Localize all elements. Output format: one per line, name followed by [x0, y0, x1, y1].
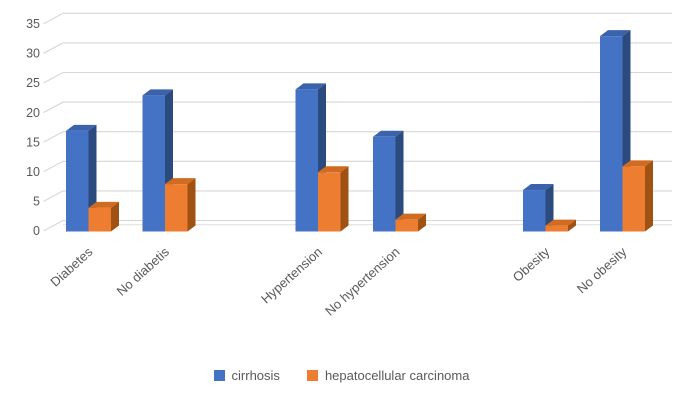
x-axis-label-No-hypertension: No hypertension — [322, 244, 402, 318]
bar-front-face — [66, 130, 89, 232]
x-axis-label-Diabetes: Diabetes — [47, 244, 96, 290]
x-axis-label-No-diabetis: No diabetis — [114, 244, 173, 299]
x-axis-label-No-obesity: No obesity — [574, 244, 630, 297]
legend-item-cirrhosis: cirrhosis — [213, 368, 280, 383]
gridlines — [43, 12, 672, 232]
legend-item-hepatocellular-carcinoma: hepatocellular carcinoma — [306, 368, 470, 383]
bar-hepatocellular-carcinoma-Diabetes — [88, 201, 119, 232]
bar-top-face — [545, 219, 576, 226]
gridline-30 — [43, 42, 672, 54]
bars — [66, 30, 653, 232]
bar-front-face — [395, 219, 418, 232]
bar-side-face — [418, 213, 426, 232]
bar-side-face — [187, 178, 196, 232]
bar-hepatocellular-carcinoma-No-diabetis — [165, 178, 196, 232]
legend: cirrhosis hepatocellular carcinoma — [0, 368, 683, 383]
x-axis-label-Obesity: Obesity — [510, 244, 553, 285]
y-tick-label-5: 5 — [33, 195, 40, 209]
gridline-35 — [43, 12, 672, 25]
gridline-10 — [43, 160, 672, 173]
bar-top-face — [395, 213, 426, 220]
legend-swatch-cirrhosis — [213, 370, 225, 381]
legend-label-hepatocellular-carcinoma: hepatocellular carcinoma — [324, 368, 470, 383]
bar-side-face — [395, 130, 404, 232]
bar-front-face — [142, 95, 165, 232]
bar-top-face — [622, 160, 653, 167]
bar-hepatocellular-carcinoma-No-hypertension — [395, 213, 426, 232]
y-tick-label-15: 15 — [26, 135, 40, 149]
bar-hepatocellular-carcinoma-No-obesity — [622, 160, 653, 232]
y-tick-label-10: 10 — [26, 165, 40, 179]
gridline-0 — [43, 219, 672, 232]
bar-front-face — [622, 166, 645, 232]
bar-top-face — [142, 89, 173, 96]
plot-area: 0 5 10 15 20 25 30 35 Diabetes No diabetis Hypert… — [26, 12, 672, 319]
bar-front-face — [600, 36, 623, 232]
bar-front-face — [523, 190, 546, 232]
bar-front-face — [88, 207, 111, 232]
y-tick-label-0: 0 — [33, 224, 40, 238]
legend-label-cirrhosis: cirrhosis — [231, 368, 280, 383]
bar-hepatocellular-carcinoma-Hypertension — [318, 166, 349, 232]
y-tick-label-20: 20 — [26, 106, 40, 120]
bar-top-face — [600, 30, 631, 37]
gridline-5 — [43, 190, 672, 202]
bar-top-face — [373, 130, 404, 137]
gridline-15 — [43, 131, 672, 143]
bar-top-face — [295, 83, 326, 90]
y-tick-label-35: 35 — [26, 17, 40, 31]
bar-top-face — [88, 201, 119, 208]
bar-side-face — [645, 160, 653, 232]
y-tick-label-30: 30 — [26, 47, 40, 61]
bar-top-face — [66, 124, 97, 131]
y-tick-label-25: 25 — [26, 76, 40, 90]
bar-front-face — [373, 136, 396, 232]
gridline-25 — [43, 71, 672, 84]
bar-top-face — [318, 166, 349, 173]
bar-top-face — [523, 184, 554, 191]
bar-side-face — [340, 166, 349, 232]
bar-front-face — [545, 225, 568, 232]
bar-hepatocellular-carcinoma-Obesity — [545, 219, 576, 232]
legend-swatch-hepatocellular-carcinoma — [306, 370, 318, 381]
bar-cirrhosis-Obesity — [523, 184, 554, 232]
bar-side-face — [111, 201, 119, 232]
bar-top-face — [165, 178, 196, 185]
bar-front-face — [165, 184, 188, 232]
bar-front-face — [318, 172, 341, 232]
bar-front-face — [295, 89, 318, 232]
y-axis-labels: 0 5 10 15 20 25 30 35 — [26, 17, 40, 238]
gridline-20 — [43, 101, 672, 114]
bar-cirrhosis-No-hypertension — [373, 130, 404, 232]
bar-side-face — [545, 184, 554, 232]
bar-side-face — [568, 219, 576, 232]
x-axis-label-Hypertension: Hypertension — [258, 244, 325, 306]
